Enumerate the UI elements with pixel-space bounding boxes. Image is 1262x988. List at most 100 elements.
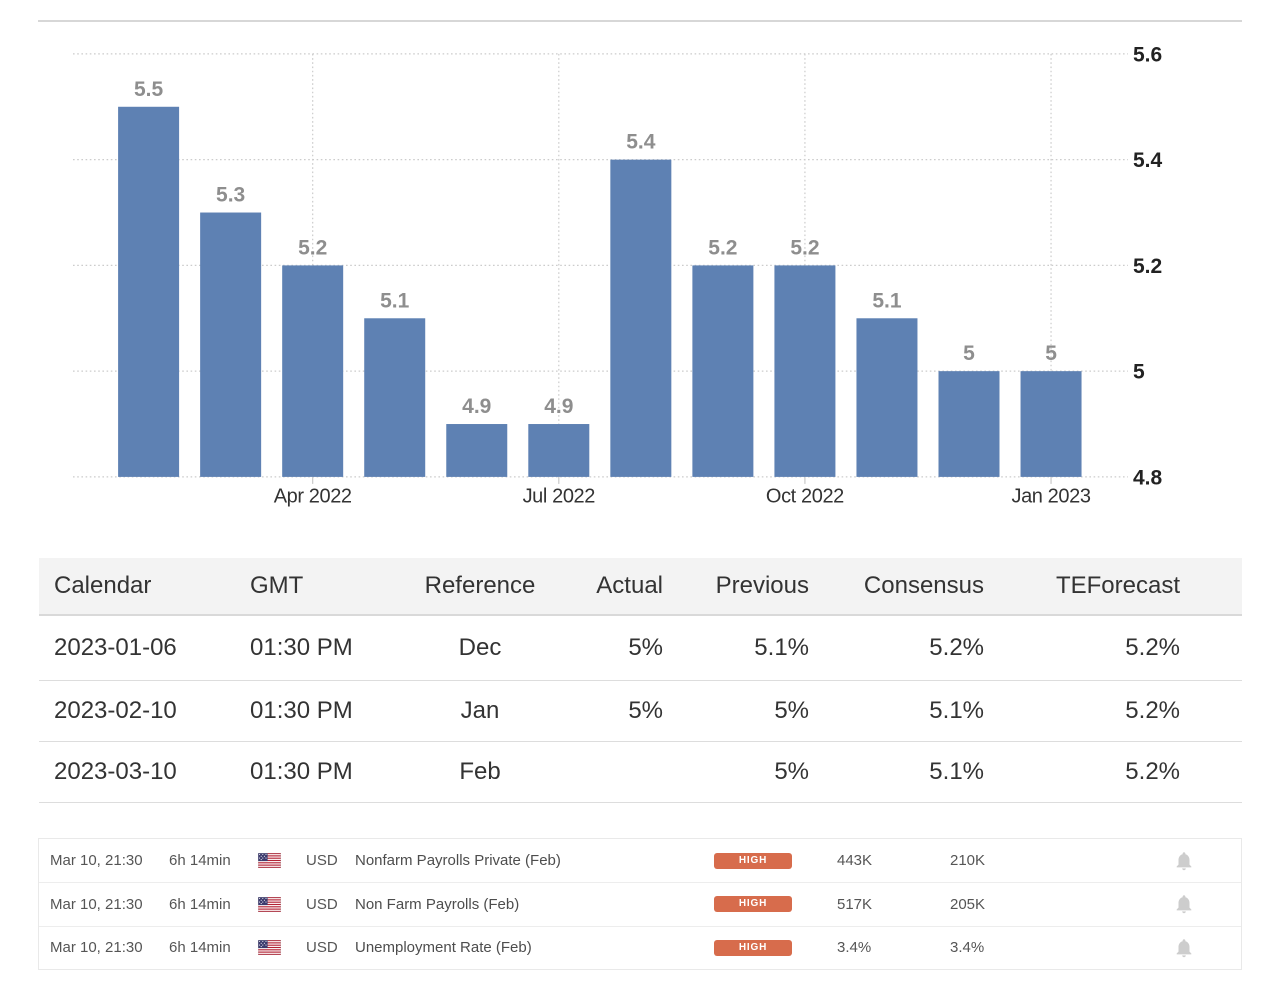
calendar-row-2023-01-06: 2023-01-06 01:30 PM Dec 5% 5.1% 5.2% 5.2%: [39, 615, 1242, 681]
cell-consensus: 5.1%: [826, 741, 1003, 803]
bar-value-label: 5: [963, 342, 975, 365]
event-consensus-value: 205K: [950, 895, 986, 913]
event-consensus-value: 3.4%: [950, 939, 985, 957]
us-flag-icon: [258, 940, 281, 956]
cell-reference: Jan: [407, 680, 553, 742]
event-currency: USD: [306, 895, 338, 913]
bar-value-label: 5.2: [298, 236, 327, 259]
event-row-3: Mar 10, 21:30 6h 14min USD Unemployment Rat…: [39, 925, 1241, 969]
col-header-previous: Previous: [679, 558, 826, 616]
x-axis-label: Oct 2022: [766, 486, 844, 508]
cell-gmt: 01:30 PM: [236, 615, 407, 681]
cell-teforecast: 5.2%: [1003, 741, 1242, 803]
bar-jun-2022: [446, 424, 508, 477]
event-importance: HIGH: [714, 927, 792, 969]
bar-value-label: 4.9: [462, 395, 491, 418]
y-axis-label: 5.2: [1133, 255, 1162, 278]
event-date: Mar 10, 21:30: [50, 852, 143, 870]
cell-reference: Feb: [407, 741, 553, 803]
upcoming-events-box: Mar 10, 21:30 6h 14min USD Nonfarm Payrolls…: [38, 838, 1242, 970]
notification-bell-button[interactable]: [1173, 883, 1195, 925]
us-flag-icon: [258, 853, 281, 869]
event-previous-value: 443K: [837, 852, 873, 870]
bell-icon[interactable]: [1173, 893, 1195, 915]
x-axis-label: Apr 2022: [274, 486, 352, 508]
event-name[interactable]: Nonfarm Payrolls Private (Feb): [355, 852, 561, 870]
cell-consensus: 5.2%: [826, 615, 1003, 681]
bar-value-label: 5.2: [790, 236, 819, 259]
event-currency: USD: [306, 852, 338, 870]
unemployment-rate-chart: 4.8 5 5.2 5.4 5.6 Apr 2022 Jul 2022 Oct 2022 Jan…: [73, 43, 1163, 508]
bar-value-label: 5.2: [708, 236, 737, 259]
calendar-row-2023-02-10: 2023-02-10 01:30 PM Jan 5% 5% 5.1% 5.2%: [39, 680, 1242, 742]
event-row-1: Mar 10, 21:30 6h 14min USD Nonfarm Payrolls…: [39, 839, 1241, 882]
high-badge: HIGH: [714, 896, 792, 913]
calendar-table-header-row: Calendar GMT Reference Actual Previous Consen…: [39, 558, 1242, 616]
bar-chart-svg: 4.8 5 5.2 5.4 5.6 Apr 2022 Jul 2022 Oct 2022 Jan…: [73, 43, 1163, 508]
bell-icon[interactable]: [1173, 850, 1195, 872]
event-name[interactable]: Non Farm Payrolls (Feb): [355, 895, 520, 913]
col-header-calendar: Calendar: [39, 558, 236, 616]
cell-calendar: 2023-01-06: [39, 615, 236, 681]
bar-nov-2022: [856, 318, 918, 477]
notification-bell-button[interactable]: [1173, 927, 1195, 969]
y-axis-label: 5.6: [1133, 43, 1162, 66]
bar-sep-2022: [692, 265, 754, 477]
bar-dec-2022: [938, 371, 1000, 477]
bar-value-label: 4.9: [544, 395, 573, 418]
event-date: Mar 10, 21:30: [50, 895, 143, 913]
y-axis-label: 5: [1133, 361, 1145, 384]
bell-icon[interactable]: [1173, 937, 1195, 959]
calendar-table: Calendar GMT Reference Actual Previous Consen…: [39, 558, 1242, 803]
bar-jan-2023: [1020, 371, 1082, 477]
event-countdown: 6h 14min: [169, 939, 231, 957]
event-previous-value: 3.4%: [837, 939, 872, 957]
cell-actual: 5%: [553, 615, 679, 681]
event-name[interactable]: Unemployment Rate (Feb): [355, 939, 532, 957]
cell-reference: Dec: [407, 615, 553, 681]
event-date: Mar 10, 21:30: [50, 939, 143, 957]
event-currency: USD: [306, 939, 338, 957]
bar-oct-2022: [774, 265, 836, 477]
col-header-actual: Actual: [553, 558, 679, 616]
cell-gmt: 01:30 PM: [236, 741, 407, 803]
col-header-consensus: Consensus: [826, 558, 1003, 616]
cell-teforecast: 5.2%: [1003, 680, 1242, 742]
bar-feb-2022: [118, 106, 180, 477]
bar-aug-2022: [610, 159, 672, 477]
event-importance: HIGH: [714, 883, 792, 925]
bar-jul-2022: [528, 424, 590, 477]
event-consensus-value: 210K: [950, 852, 986, 870]
cell-consensus: 5.1%: [826, 680, 1003, 742]
cell-actual: 5%: [553, 680, 679, 742]
high-badge: HIGH: [714, 939, 792, 956]
bar-may-2022: [364, 318, 426, 477]
cell-calendar: 2023-02-10: [39, 680, 236, 742]
event-row-2: Mar 10, 21:30 6h 14min USD Non Farm Payroll…: [39, 882, 1241, 925]
cell-teforecast: 5.2%: [1003, 615, 1242, 681]
bar-value-label: 5.3: [216, 184, 245, 207]
event-importance: HIGH: [714, 839, 792, 882]
bar-value-label: 5.1: [872, 289, 902, 312]
cell-actual: [553, 741, 679, 803]
calendar-row-2023-03-10: 2023-03-10 01:30 PM Feb 5% 5.1% 5.2%: [39, 741, 1242, 803]
bar-apr-2022: [282, 265, 344, 477]
y-axis-label: 5.4: [1133, 149, 1163, 172]
bar-value-label: 5.4: [626, 131, 656, 154]
y-axis-label: 4.8: [1133, 466, 1163, 489]
us-flag-icon: [258, 896, 281, 912]
cell-gmt: 01:30 PM: [236, 680, 407, 742]
bar-mar-2022: [200, 212, 262, 477]
bar-value-label: 5.5: [134, 78, 164, 101]
event-country-flag: [258, 927, 281, 969]
event-countdown: 6h 14min: [169, 895, 231, 913]
bar-value-label: 5: [1045, 342, 1057, 365]
event-country-flag: [258, 839, 281, 882]
cell-previous: 5.1%: [679, 615, 826, 681]
notification-bell-button[interactable]: [1173, 839, 1195, 882]
event-countdown: 6h 14min: [169, 852, 231, 870]
cell-previous: 5%: [679, 741, 826, 803]
cell-previous: 5%: [679, 680, 826, 742]
event-country-flag: [258, 883, 281, 925]
